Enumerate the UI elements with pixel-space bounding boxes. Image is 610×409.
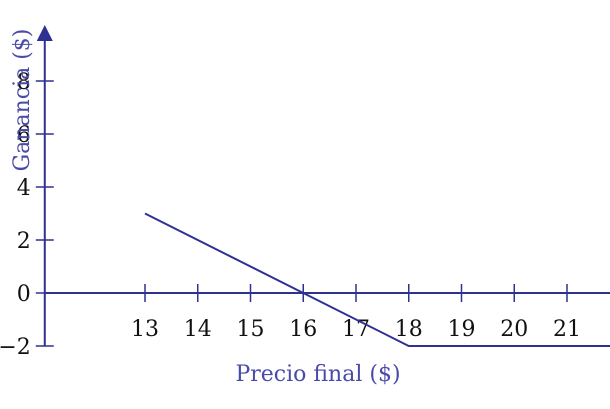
x-tick-label: 13 — [131, 317, 159, 342]
x-tick-label: 21 — [553, 317, 581, 342]
x-ticks: 13 14 15 16 17 18 19 20 21 — [131, 284, 581, 342]
x-tick-label: 15 — [237, 317, 265, 342]
series-layer — [144, 212, 610, 347]
x-tick-label: 16 — [289, 317, 317, 342]
y-tick-label: 8 — [17, 70, 31, 95]
profit-line — [144, 212, 610, 347]
axes — [36, 25, 610, 346]
y-tick-label: 0 — [17, 282, 31, 307]
x-axis-label: Precio final ($) — [235, 362, 400, 387]
y-tick-label: −2 — [0, 335, 31, 360]
y-tick-label: 2 — [17, 229, 31, 254]
y-axis-label: Ganancia ($) — [10, 29, 35, 172]
x-tick-label: 17 — [342, 317, 370, 342]
x-tick-label: 20 — [500, 317, 528, 342]
x-tick-label: 18 — [395, 317, 423, 342]
x-tick-label: 14 — [184, 317, 212, 342]
x-tick-label: 19 — [448, 317, 476, 342]
y-tick-label: 4 — [17, 176, 31, 201]
y-ticks: −2 0 2 4 6 8 — [0, 70, 54, 360]
y-tick-label: 6 — [17, 123, 31, 148]
